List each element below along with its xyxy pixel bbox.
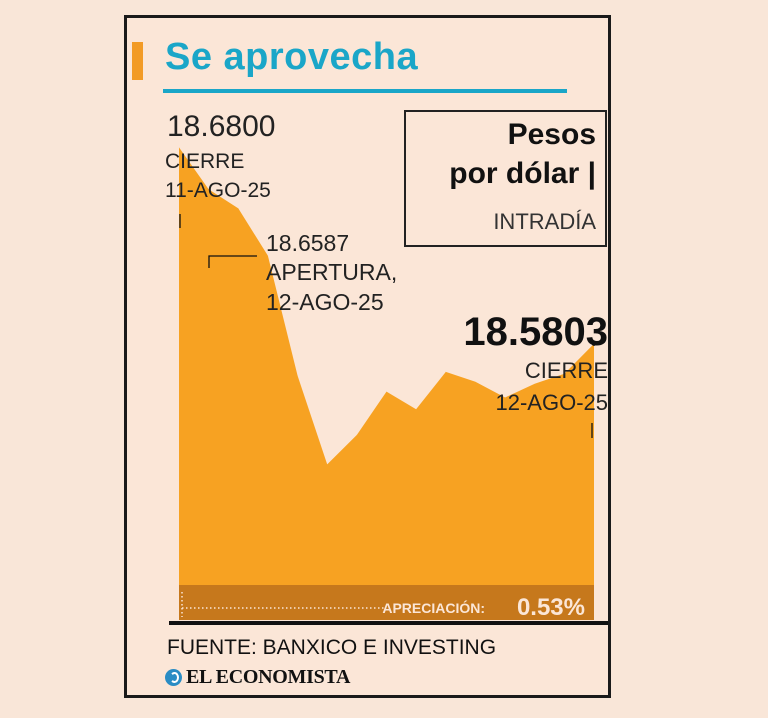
brand-icon [165,669,182,686]
start-value: 18.6800 [167,110,275,143]
end-label: CIERRE [525,358,608,383]
open-label: APERTURA, [266,259,397,285]
brand-logo: EL ECONOMISTA [165,666,350,689]
appreciation-label: APRECIACIÓN: [382,599,485,616]
source-note: FUENTE: BANXICO E INVESTING [167,636,497,659]
open-leader-line [208,255,257,268]
end-point-marker [591,341,597,346]
brand-name: EL ECONOMISTA [186,666,351,688]
baseline-bar [169,621,608,625]
legend-line-1: Pesos [507,118,596,151]
appreciation-value: 0.53% [517,594,585,621]
open-value: 18.6587 [266,230,349,256]
title-accent-bar [132,42,143,80]
area-layer [178,147,595,620]
area-chart: 18.6800 CIERRE 11-AGO-25 18.6587 APERTUR… [165,110,609,625]
chart-title: Se aprovecha [165,36,419,78]
end-value: 18.5803 [463,310,608,354]
start-date: 11-AGO-25 [165,179,271,202]
end-date: 12-AGO-25 [496,390,609,415]
legend-line-3: INTRADÍA [493,209,596,234]
open-date: 12-AGO-25 [266,289,384,315]
chart-card: Se aprovecha 18.6800 CIERRE 11-AGO-25 18… [124,15,611,698]
appreciation-band [179,585,594,620]
legend-box: Pesos por dólar | INTRADÍA [404,110,607,247]
start-label: CIERRE [165,150,244,173]
title-underline [163,89,567,93]
series-area [179,147,594,620]
legend-line-2: por dólar | [449,157,596,190]
